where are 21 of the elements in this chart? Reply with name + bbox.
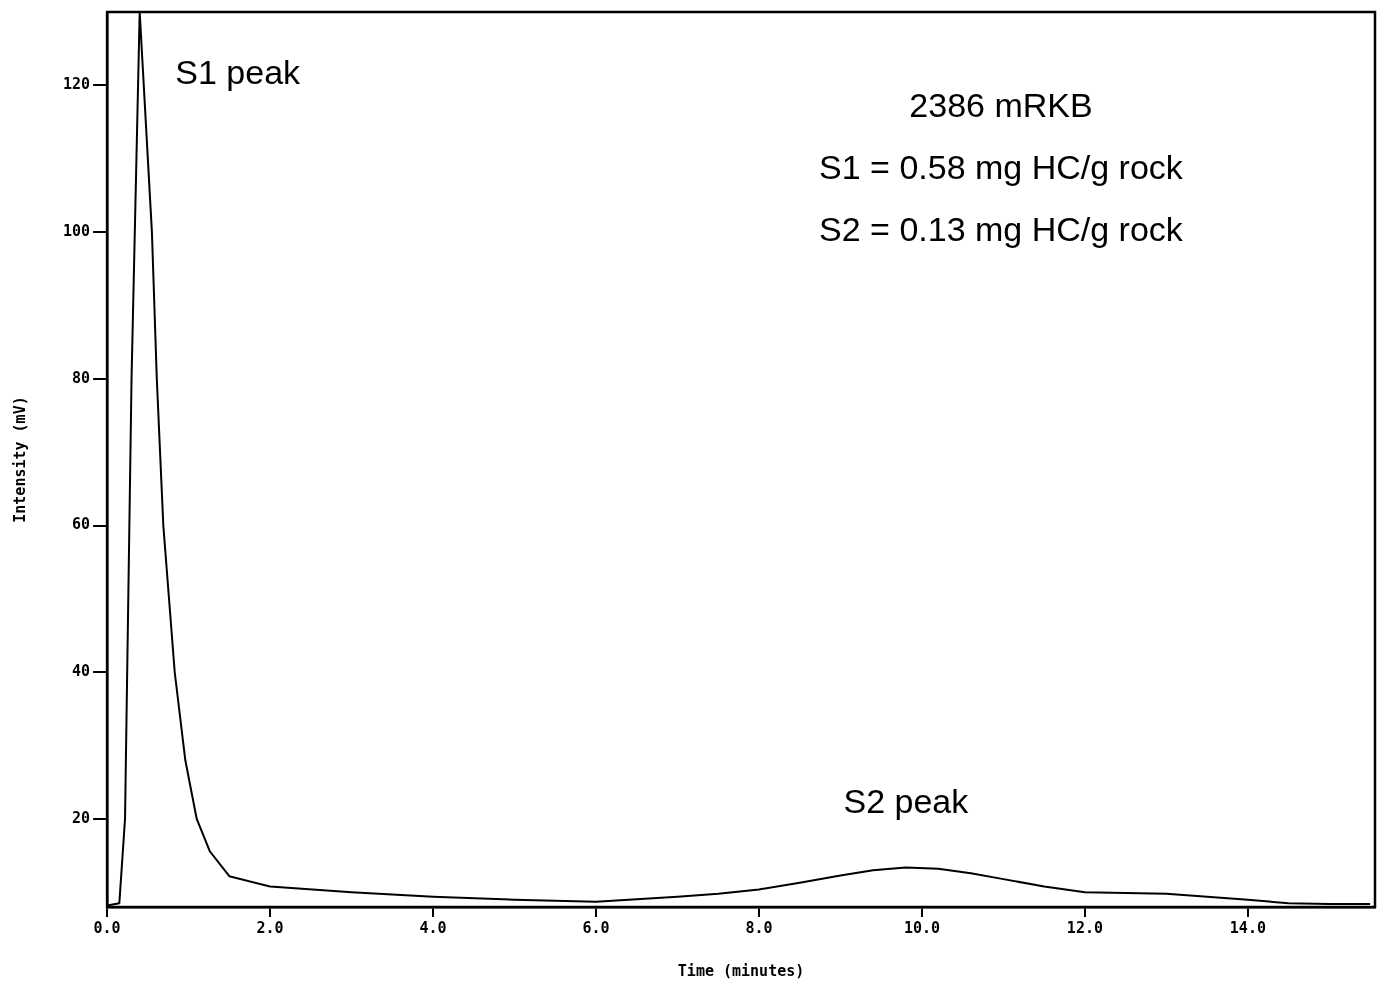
x-tick-label: 12.0: [1066, 918, 1103, 937]
x-tick-label: 10.0: [903, 918, 941, 937]
y-tick-label: 120: [63, 75, 91, 94]
x-tick-label: 2.0: [256, 918, 284, 937]
annotation: S1 = 0.58 mg HC/g rock: [819, 147, 1184, 186]
annotation: S2 peak: [843, 782, 970, 821]
y-tick-label: 20: [72, 808, 91, 827]
x-tick-label: 4.0: [419, 918, 447, 937]
y-axis-title: Intensity (mV): [10, 396, 29, 523]
annotation: S2 = 0.13 mg HC/g rock: [819, 209, 1184, 248]
x-tick-label: 8.0: [745, 918, 773, 937]
annotation: 2386 mRKB: [909, 86, 1093, 125]
x-tick-label: 6.0: [582, 918, 610, 937]
y-tick-label: 60: [72, 515, 91, 534]
x-axis-title: Time (minutes): [677, 961, 805, 980]
y-tick-label: 40: [72, 662, 91, 681]
y-tick-label: 100: [63, 221, 91, 240]
x-tick-label: 14.0: [1229, 918, 1266, 937]
y-tick-label: 80: [72, 368, 91, 387]
annotation: S1 peak: [175, 53, 302, 92]
x-tick-label: 0.0: [93, 918, 121, 937]
